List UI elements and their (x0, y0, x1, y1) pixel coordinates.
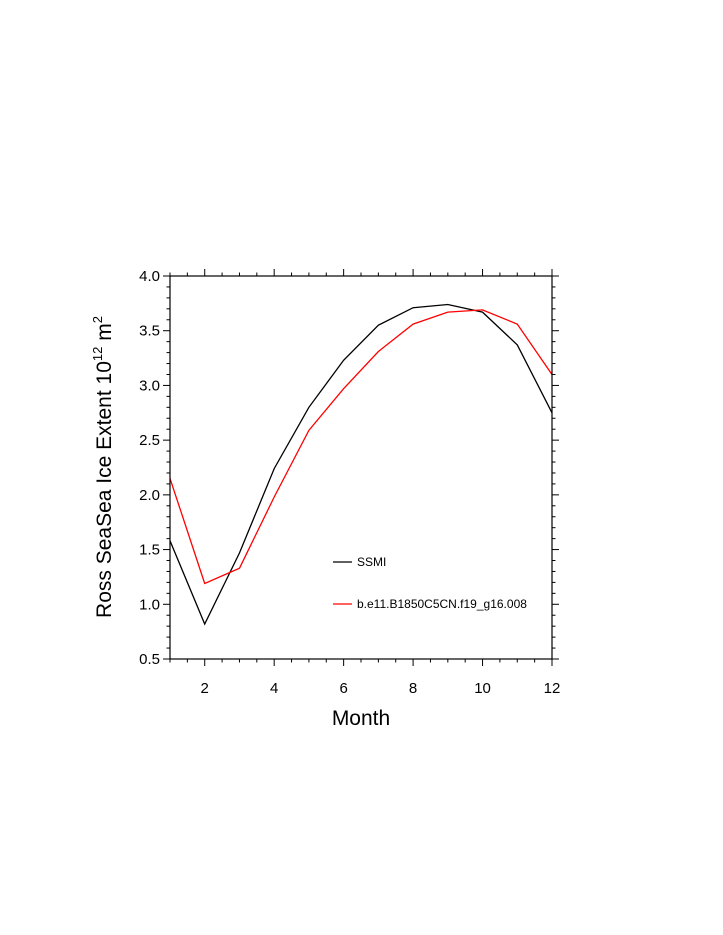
x-tick-label: 6 (339, 680, 347, 697)
tick-labels: 2 4 6 8 10 12 0.5 1.0 1.5 2.0 2.5 3.0 3.5 4.0 (139, 268, 560, 697)
y-tick-label: 2.5 (139, 432, 160, 449)
y-tick-label: 1.0 (139, 596, 160, 613)
plot-frame (169, 275, 553, 660)
series-line-1 (169, 309, 553, 585)
series-line-0 (169, 303, 553, 626)
y-tick-label: 4.0 (139, 268, 160, 285)
x-tick-label: 2 (201, 680, 209, 697)
y-axis-title-unit-exponent: 2 (90, 316, 105, 323)
x-tick-label: 8 (409, 680, 417, 697)
y-axis-title-unit: m (93, 323, 116, 341)
y-axis-title: Ross SeaSea Ice Extent 1012 m2 (90, 316, 116, 618)
y-axis-title-exponent: 12 (90, 347, 105, 361)
x-tick-label: 10 (474, 680, 491, 697)
y-axis-title-main: Ross SeaSea Ice Extent 10 (93, 361, 116, 618)
legend-label-ssmi: SSMI (357, 555, 386, 569)
y-tick-label: 3.5 (139, 323, 160, 340)
legend: SSMI b.e11.B1850C5CN.f19_g16.008 (333, 555, 527, 611)
x-axis-title: Month (332, 707, 390, 730)
y-tick-label: 1.5 (139, 542, 160, 559)
y-tick-label: 3.0 (139, 377, 160, 394)
y-tick-label: 2.0 (139, 487, 160, 504)
x-tick-label: 4 (270, 680, 278, 697)
legend-label-model: b.e11.B1850C5CN.f19_g16.008 (357, 597, 527, 611)
series-lines (169, 303, 553, 626)
x-tick-label: 12 (544, 680, 561, 697)
y-tick-label: 0.5 (139, 651, 160, 668)
